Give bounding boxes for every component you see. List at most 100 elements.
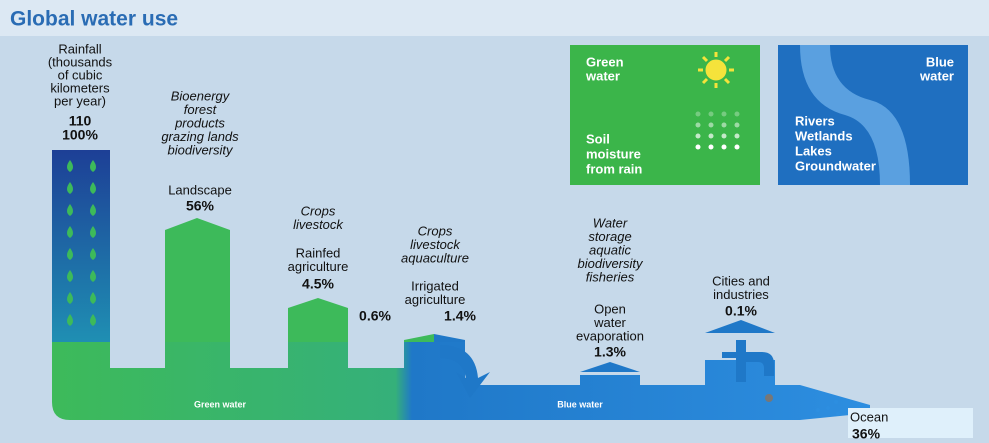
drop xyxy=(67,226,73,238)
use-activity: Crops xyxy=(418,223,453,238)
drop xyxy=(90,248,96,260)
use-activity: biodiversity xyxy=(577,256,644,271)
use-activity: grazing lands xyxy=(161,129,239,144)
drop xyxy=(67,160,73,172)
dot xyxy=(734,111,740,117)
sun-icon xyxy=(698,52,734,88)
drop xyxy=(67,204,73,216)
use-name: evaporation xyxy=(576,328,644,343)
rainfall-label: Rainfall xyxy=(58,41,101,56)
drop xyxy=(67,182,73,194)
flow-label: Blue water xyxy=(557,399,603,409)
water-drop xyxy=(765,394,773,402)
use-name: industries xyxy=(713,287,769,302)
evaporation-roof xyxy=(580,362,640,372)
irrigated-blue-shape xyxy=(434,334,465,342)
use-name: Rainfed xyxy=(296,245,341,260)
rainfall-label: of cubic xyxy=(58,67,103,82)
drop xyxy=(67,270,73,282)
use-share: 56% xyxy=(186,198,215,214)
ocean-waves xyxy=(848,408,973,438)
drop xyxy=(90,314,96,326)
flow-label: Green water xyxy=(194,399,247,409)
cities-roof xyxy=(705,320,775,333)
landscape-shape xyxy=(165,218,230,342)
river-icon xyxy=(800,45,910,185)
use-activity: livestock xyxy=(410,237,461,252)
dot xyxy=(734,122,740,128)
drop xyxy=(90,292,96,304)
use-name: water xyxy=(593,315,626,330)
use-share: 0.1% xyxy=(725,303,757,319)
use-activity: products xyxy=(174,115,225,130)
rainfed-shape xyxy=(288,298,348,342)
drop xyxy=(90,182,96,194)
irrigated-green-shape xyxy=(404,334,434,342)
use-name: Open xyxy=(594,301,626,316)
dot xyxy=(721,144,727,150)
title-band xyxy=(0,0,989,36)
use-activity: aquatic xyxy=(589,242,631,257)
use-activity: Bioenergy xyxy=(171,88,231,103)
dot xyxy=(721,111,727,117)
ocean-dots xyxy=(816,400,840,416)
rainfall-amount: 110 xyxy=(69,113,92,129)
use-share: 1.3% xyxy=(594,344,626,360)
legend-text: Wetlands xyxy=(795,128,853,143)
dot xyxy=(695,133,701,139)
legend-text: from rain xyxy=(586,161,642,176)
soil-dots xyxy=(695,111,740,150)
legend-text: Lakes xyxy=(795,143,832,158)
use-share: 1.4% xyxy=(444,308,476,324)
dot xyxy=(708,133,714,139)
legend-text: Groundwater xyxy=(795,158,876,173)
dot xyxy=(708,144,714,150)
title: Global water use xyxy=(10,8,178,31)
drop xyxy=(90,160,96,172)
drop xyxy=(67,248,73,260)
use-share: 4.5% xyxy=(302,276,334,292)
use-activity: biodiversity xyxy=(167,142,234,157)
rainfall-share: 100% xyxy=(62,127,98,143)
dot xyxy=(734,144,740,150)
rainfall-label: (thousands xyxy=(48,54,113,69)
dot xyxy=(708,122,714,128)
use-activity: fisheries xyxy=(586,269,635,284)
dot xyxy=(721,133,727,139)
rainfall-label: kilometers xyxy=(50,80,110,95)
use-name: agriculture xyxy=(288,259,349,274)
use-name: agriculture xyxy=(405,292,466,307)
dot xyxy=(708,111,714,117)
drop xyxy=(67,292,73,304)
dot xyxy=(695,122,701,128)
tap-icon xyxy=(722,340,774,382)
use-share: 0.6% xyxy=(359,308,391,324)
use-activity: Water xyxy=(593,215,628,230)
dot xyxy=(721,122,727,128)
use-activity: Crops xyxy=(301,203,336,218)
raindrops xyxy=(67,160,96,326)
use-activity: aquaculture xyxy=(401,250,469,265)
use-name: Cities and xyxy=(712,273,770,288)
legend-text: Soil xyxy=(586,131,610,146)
ocean-share: 36% xyxy=(852,426,881,442)
dot xyxy=(695,144,701,150)
drop xyxy=(90,226,96,238)
legend-text: moisture xyxy=(586,146,641,161)
dot xyxy=(695,111,701,117)
use-name: Irrigated xyxy=(411,278,459,293)
legend-title: water xyxy=(585,68,620,83)
use-activity: storage xyxy=(588,229,631,244)
green-water-box xyxy=(570,45,760,185)
blue-arrow xyxy=(440,345,490,398)
use-activity: livestock xyxy=(293,217,344,232)
legend-title: Green xyxy=(586,54,624,69)
ocean-name: Ocean xyxy=(850,409,888,424)
dot xyxy=(734,133,740,139)
rainfall-label: per year) xyxy=(54,93,106,108)
drop xyxy=(90,204,96,216)
drop xyxy=(90,270,96,282)
legend-title: water xyxy=(919,68,954,83)
rainfall-column xyxy=(52,150,110,342)
